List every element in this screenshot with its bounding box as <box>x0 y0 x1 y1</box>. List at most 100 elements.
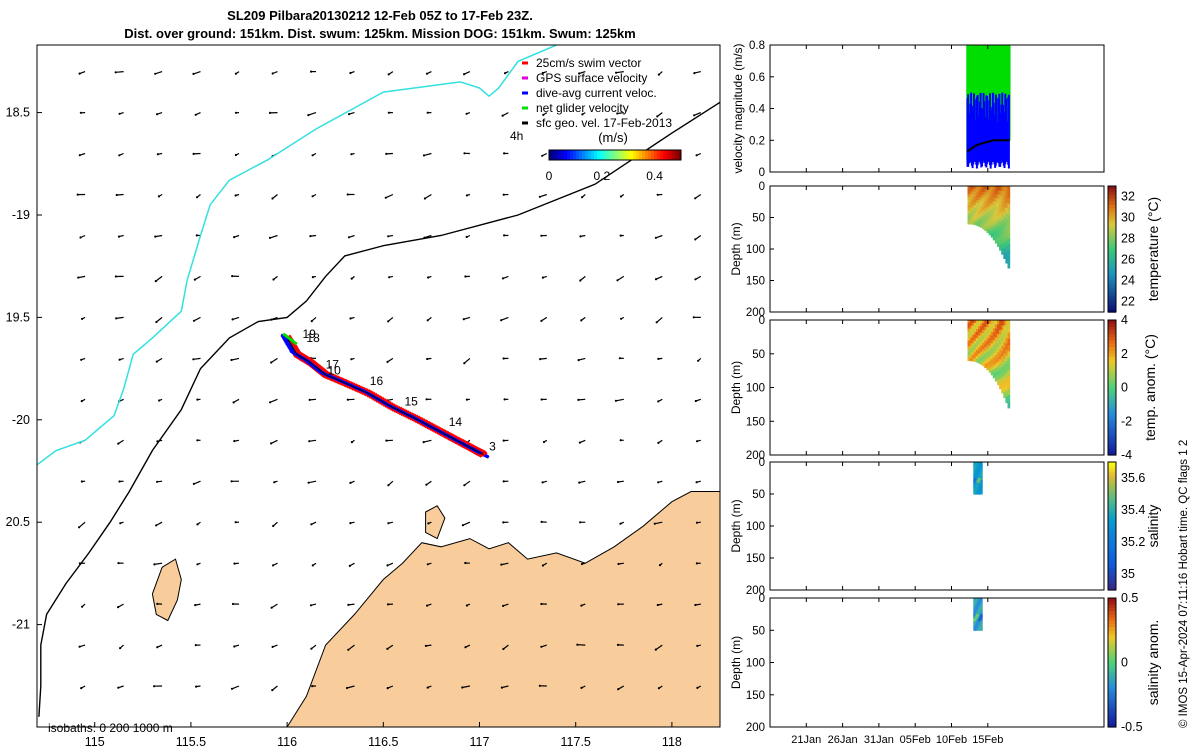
geo-velocity-arrowhead <box>269 112 271 114</box>
geo-velocity-arrowhead <box>657 442 659 444</box>
isobaths-label: isobaths: 0 200 1000 m <box>48 721 173 735</box>
geo-velocity-arrow <box>308 113 316 116</box>
geo-velocity-arrowhead <box>233 401 235 403</box>
geo-velocity-arrow <box>271 358 277 362</box>
geo-velocity-arrow <box>424 154 431 156</box>
geo-velocity-arrowhead <box>581 196 583 198</box>
geo-velocity-arrowhead <box>195 686 197 688</box>
profile-cell <box>1008 389 1011 396</box>
geo-velocity-arrow <box>424 440 432 442</box>
geo-velocity-arrowhead <box>117 562 119 564</box>
profile-cell <box>1008 221 1011 227</box>
geo-velocity-arrowhead <box>694 278 696 280</box>
colorbar-tick-label: 35 <box>1121 567 1135 581</box>
geo-velocity-arrowhead <box>272 646 274 648</box>
geo-velocity-arrowhead <box>461 686 463 688</box>
colorbar-segment <box>585 150 589 160</box>
colorbar-tick-label: 32 <box>1121 190 1135 204</box>
geo-velocity-arrowhead <box>309 399 311 401</box>
geo-velocity-arrowhead <box>196 196 198 198</box>
panel-ytick-label: 0 <box>759 593 765 605</box>
geo-velocity-arrow <box>386 195 393 198</box>
geo-velocity-arrowhead <box>694 604 696 606</box>
geo-velocity-arrowhead <box>78 526 80 528</box>
geo-velocity-arrowhead <box>427 276 429 278</box>
geo-velocity-arrowhead <box>504 72 506 74</box>
colorbar-segment <box>669 150 673 160</box>
profile-cell <box>1008 215 1011 221</box>
time-tick-label: 31Jan <box>864 734 894 746</box>
colorbar-segment <box>609 150 613 160</box>
panel-ytick-label: 0.8 <box>749 40 765 52</box>
geo-velocity-arrowhead <box>270 361 272 363</box>
geo-velocity-arrowhead <box>541 398 543 400</box>
geo-velocity-arrowhead <box>425 484 427 486</box>
colorbar-segment <box>600 150 604 160</box>
geo-velocity-arrowhead <box>156 481 158 483</box>
geo-velocity-arrowhead <box>118 480 120 482</box>
geo-velocity-arrowhead <box>578 359 580 361</box>
map-ytick-label: -19 <box>12 208 30 222</box>
panel-frame <box>770 598 1104 727</box>
geo-velocity-arrowhead <box>115 275 117 277</box>
geo-velocity-arrowhead <box>233 563 235 565</box>
geo-velocity-arrowhead <box>693 316 695 318</box>
geo-velocity-arrowhead <box>388 112 390 114</box>
chart-title-line2: Dist. over ground: 151km. Dist. swum: 12… <box>124 26 636 41</box>
geo-velocity-arrowhead <box>310 523 312 525</box>
profile-cell <box>1008 250 1011 256</box>
geo-velocity-arrowhead <box>696 481 698 483</box>
geo-velocity-arrowhead <box>115 71 117 73</box>
geo-velocity-arrowhead <box>654 523 656 525</box>
profile-cell <box>1008 326 1011 333</box>
colorbar-segment <box>582 150 586 160</box>
colorbar-segment <box>1108 614 1116 618</box>
geo-velocity-arrowhead <box>80 359 82 361</box>
geo-velocity-arrowhead <box>539 685 541 687</box>
profile-cell <box>1008 227 1011 234</box>
geo-velocity-arrowhead <box>696 440 698 442</box>
geo-velocity-arrowhead <box>349 317 351 319</box>
panel-ylabel: velocity magnitude (m/s) <box>731 43 745 173</box>
geo-velocity-arrowhead <box>348 113 350 115</box>
colorbar-segment <box>660 150 664 160</box>
colorbar-segment <box>612 150 616 160</box>
geo-velocity-arrowhead <box>153 563 155 565</box>
geo-velocity-arrowhead <box>540 235 542 237</box>
geo-velocity-arrowhead <box>235 194 237 196</box>
land-mass <box>287 492 720 728</box>
geo-velocity-arrowhead <box>427 687 429 689</box>
colorbar-label: salinity anom. <box>1145 620 1161 706</box>
chart-title-line1: SL209 Pilbara20130212 12-Feb 05Z to 17-F… <box>227 8 533 23</box>
geo-velocity-arrow <box>270 399 277 402</box>
track-day-label: 19 <box>303 327 317 341</box>
geo-velocity-arrowhead <box>310 604 312 606</box>
geo-velocity-arrowhead <box>462 524 464 526</box>
colorbar-segment <box>1108 721 1116 725</box>
colorbar-segment <box>573 150 577 160</box>
geo-velocity-arrowhead <box>80 112 82 114</box>
geo-velocity-arrow <box>116 317 123 318</box>
colorbar-tick-label: 4 <box>1121 313 1128 327</box>
colorbar-tick-label: 0.4 <box>646 169 663 183</box>
colorbar-tick-label: -0.5 <box>1121 720 1143 734</box>
colorbar-segment <box>591 150 595 160</box>
geo-velocity-arrowhead <box>80 687 82 689</box>
geo-velocity-arrowhead <box>466 399 468 401</box>
panel-ytick-label: 50 <box>752 489 765 501</box>
geo-velocity-arrowhead <box>576 644 578 646</box>
geo-velocity-arrowhead <box>464 562 466 564</box>
colorbar-label: temperature (°C) <box>1145 197 1161 301</box>
colorbar-segment <box>567 150 571 160</box>
geo-velocity-arrowhead <box>192 358 194 360</box>
colorbar-segment <box>1108 656 1116 660</box>
geo-velocity-arrowhead <box>503 440 505 442</box>
geo-velocity-arrowhead <box>503 234 505 236</box>
geo-velocity-arrowhead <box>620 235 622 237</box>
geo-velocity-arrowhead <box>655 237 657 239</box>
geo-velocity-arrowhead <box>272 278 274 280</box>
geo-velocity-arrowhead <box>309 235 311 237</box>
geo-velocity-arrowhead <box>693 72 695 74</box>
geo-velocity-arrowhead <box>196 563 198 565</box>
